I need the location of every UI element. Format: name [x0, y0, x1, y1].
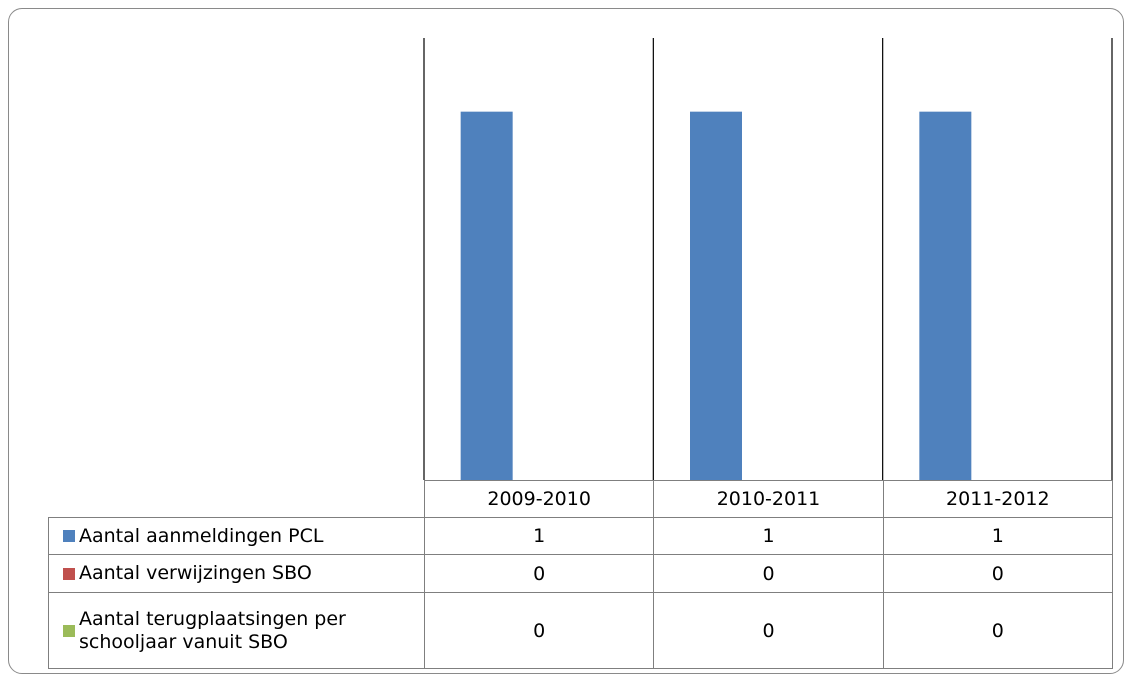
legend-swatch [63, 530, 75, 542]
legend-entry: Aantal terugplaatsingen per schooljaar v… [48, 592, 425, 669]
table-value: 0 [882, 592, 1113, 669]
x-tick-label: 2009-2010 [424, 480, 655, 518]
legend-swatch [63, 624, 75, 637]
table-value: 0 [653, 554, 884, 593]
legend-entry: Aantal aanmeldingen PCL [48, 517, 425, 555]
x-tick-label: 2011-2012 [882, 480, 1113, 518]
x-tick-label: 2010-2011 [653, 480, 884, 518]
legend-label: Aantal aanmeldingen PCL [79, 524, 324, 547]
table-value: 0 [653, 592, 884, 669]
table-value: 0 [882, 554, 1113, 593]
legend-swatch [63, 567, 75, 580]
bar [690, 111, 742, 481]
table-value: 0 [424, 592, 655, 669]
legend-label: Aantal verwijzingen SBO [79, 562, 312, 584]
table-value: 0 [424, 554, 655, 593]
table-value: 1 [653, 517, 884, 555]
table-value: 1 [424, 517, 655, 555]
table-value: 1 [882, 517, 1113, 555]
bar [919, 111, 972, 481]
legend-label: Aantal terugplaatsingen per schooljaar v… [79, 607, 346, 653]
bar [460, 111, 513, 481]
chart-frame [8, 8, 1124, 674]
legend-entry: Aantal verwijzingen SBO [48, 554, 425, 593]
